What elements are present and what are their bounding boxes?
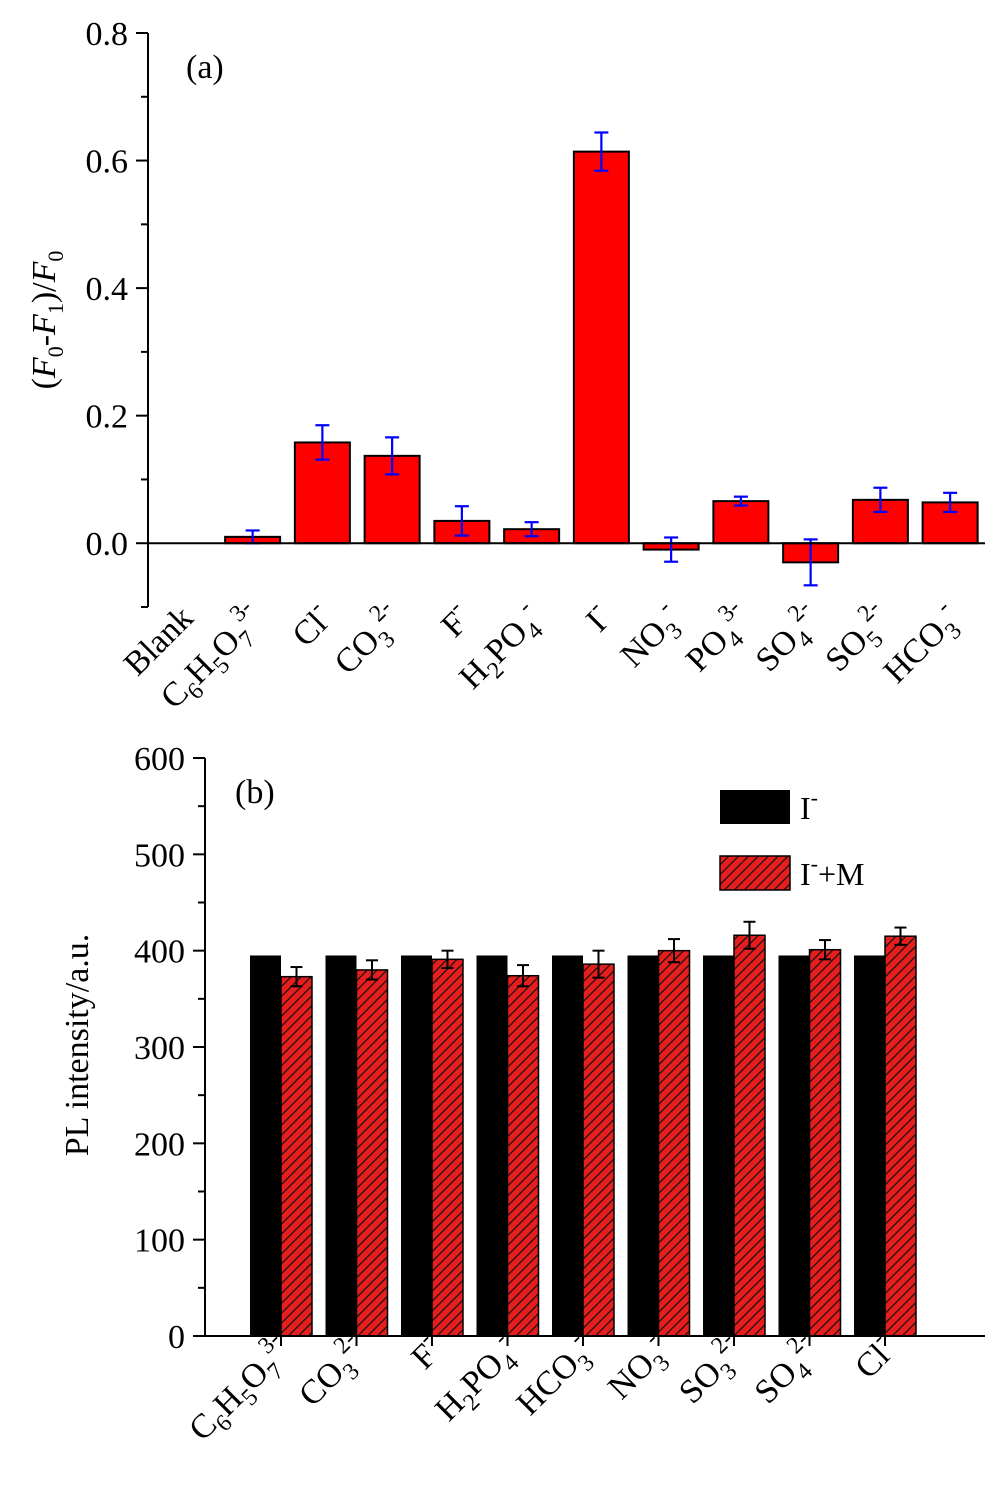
panel-b-error-bars bbox=[280, 920, 907, 1346]
bar-i-m-co3-2 bbox=[355, 969, 389, 1337]
bar-i-m-so3-2 bbox=[733, 934, 766, 1337]
bar-i-c6h5o7-3 bbox=[250, 955, 281, 1336]
panel-b-chart: 0 100 200 300 400 500 600 C6H5O73-CO32- F-H2PO4… bbox=[59, 741, 985, 1453]
bar-i-m-so4-2 bbox=[808, 948, 842, 1337]
bar-i-m-no3 bbox=[657, 949, 691, 1337]
x-label-no3: NO3- bbox=[596, 1327, 681, 1412]
x-label-co3-2: CO32- bbox=[287, 1327, 379, 1419]
bar-i-m-hco3 bbox=[582, 963, 615, 1337]
panel-a-label: (a) bbox=[186, 49, 224, 86]
y-tick-label: 0.6 bbox=[86, 144, 129, 181]
bar-i-co3-2 bbox=[325, 955, 357, 1336]
panel-b-label: (b) bbox=[235, 774, 275, 811]
y-tick-label: 0 bbox=[168, 1319, 185, 1356]
bar-i-f bbox=[401, 955, 432, 1336]
y-tick-label: 100 bbox=[134, 1223, 185, 1260]
bar-i-h2po4 bbox=[476, 955, 508, 1336]
x-label-f: F- bbox=[429, 595, 479, 645]
x-label-co3-2: CO32- bbox=[323, 595, 415, 687]
bar-i-cl bbox=[854, 955, 885, 1336]
y-tick-label: 0.4 bbox=[86, 271, 129, 308]
y-tick-label: 500 bbox=[134, 837, 185, 874]
panel-b-bars bbox=[250, 934, 917, 1337]
panel-b-legend: I- I-+M bbox=[719, 785, 864, 892]
x-label-so3-2: SO32- bbox=[667, 1327, 756, 1416]
panel-a-y-ticks: 0.0 0.2 0.4 0.6 0.8 bbox=[86, 16, 148, 608]
x-label-h2po4: H2PO4- bbox=[423, 1327, 530, 1434]
x-label-no3: NO3- bbox=[609, 595, 694, 680]
bar-po4-3 bbox=[712, 500, 770, 545]
legend-swatch-i-m bbox=[719, 855, 791, 891]
bar-i-so3-2 bbox=[703, 955, 734, 1336]
x-label-cl: Cl- bbox=[281, 595, 340, 654]
y-tick-label: 600 bbox=[134, 741, 185, 778]
panel-a-bars bbox=[224, 150, 979, 564]
bar-i-m-cl bbox=[884, 935, 917, 1337]
bar-i-m-f bbox=[431, 958, 464, 1337]
legend-swatch-i bbox=[720, 790, 790, 824]
legend-label-i: I- bbox=[800, 785, 818, 826]
x-label-so4-2: SO42- bbox=[743, 1327, 832, 1416]
panel-b-y-ticks: 0 100 200 300 400 500 600 bbox=[134, 741, 205, 1356]
bar-i-m-c6h5o7-3 bbox=[280, 975, 313, 1337]
y-tick-label: 0.8 bbox=[86, 16, 129, 53]
x-label-so4-2: SO42- bbox=[744, 595, 833, 684]
bar-i-hco3 bbox=[552, 955, 583, 1336]
y-tick-label: 0.2 bbox=[86, 399, 129, 436]
y-tick-label: 400 bbox=[134, 934, 185, 971]
panel-a-y-axis-label: (F0-F1)/F0 bbox=[26, 251, 68, 390]
bar-i-so4-2 bbox=[778, 955, 810, 1336]
bar-i-no3 bbox=[627, 955, 659, 1336]
x-label-po4-3: PO43- bbox=[674, 595, 763, 684]
x-label-hco3: HCO3- bbox=[505, 1327, 606, 1428]
legend-label-i-m: I-+M bbox=[800, 851, 864, 892]
y-tick-label: 200 bbox=[134, 1126, 185, 1163]
panel-b-category-labels: C6H5O73-CO32- F-H2PO4-HCO3-NO3-SO32-SO42-… bbox=[177, 1327, 897, 1453]
x-label-i: I- bbox=[574, 595, 619, 640]
x-label-c6h5o7-3: C6H5O73- bbox=[177, 1327, 303, 1453]
bar-i-m-h2po4 bbox=[506, 974, 540, 1337]
panel-b-y-axis-label: PL intensity/a.u. bbox=[59, 934, 96, 1157]
panel-a-error-bars bbox=[245, 131, 958, 587]
y-tick-label: 0.0 bbox=[86, 526, 129, 563]
bar-i bbox=[572, 150, 630, 545]
y-tick-label: 300 bbox=[134, 1030, 185, 1067]
